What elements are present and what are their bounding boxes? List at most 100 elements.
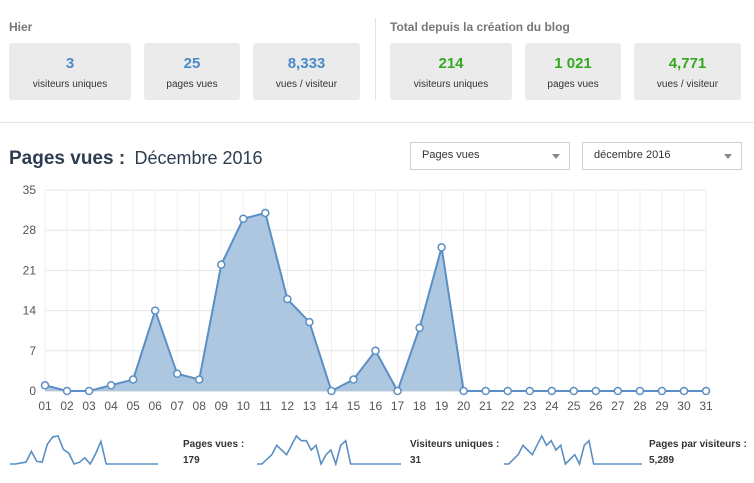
data-point (40, 381, 50, 390)
data-point (481, 386, 490, 396)
total-title: Total depuis la création du blog (390, 20, 570, 34)
data-point (106, 381, 116, 390)
data-point (305, 317, 314, 327)
sparkline-path (504, 434, 642, 466)
data-point (591, 386, 601, 396)
stat-label: pages vues (166, 79, 218, 90)
x-tick-label: 19 (435, 399, 449, 413)
data-point (62, 386, 72, 396)
x-tick-label: 20 (457, 399, 471, 413)
x-tick-label: 07 (171, 399, 185, 413)
section-divider (375, 18, 376, 100)
chart-period-title: Décembre 2016 (134, 148, 263, 168)
x-tick-label: 31 (699, 399, 713, 413)
x-tick-label: 18 (413, 399, 427, 413)
pages-per-visitor-sparkline (504, 434, 642, 466)
page-views-sparkline (10, 435, 158, 466)
data-points (40, 208, 711, 396)
chevron-down-icon (724, 154, 732, 159)
data-point (635, 386, 645, 396)
x-tick-label: 09 (215, 399, 229, 413)
data-point (261, 208, 270, 218)
stat-label: visiteurs uniques (32, 79, 108, 90)
data-point (657, 386, 667, 396)
data-point (194, 375, 204, 384)
data-point (459, 386, 468, 396)
data-point (239, 214, 248, 223)
metric-select[interactable]: Pages vues (410, 142, 570, 170)
summary-unique-visitors-label: Visiteurs uniques : (410, 439, 500, 450)
summary-page-views-label: Pages vues : (183, 439, 245, 450)
data-point (393, 386, 402, 396)
stat-value: 4,771 (668, 55, 707, 72)
x-tick-label: 23 (523, 399, 537, 413)
x-tick-label: 05 (126, 399, 140, 413)
x-tick-label: 13 (303, 399, 317, 413)
data-point (613, 386, 623, 396)
yesterday-unique-visitors-box: 3 visiteurs uniques (9, 43, 131, 100)
chart-metric-title: Pages vues : (9, 148, 126, 169)
x-tick-label: 11 (259, 399, 272, 413)
y-tick-label: 21 (23, 263, 37, 277)
data-point (701, 386, 711, 396)
stat-value: 1 021 (554, 55, 592, 72)
x-tick-label: 26 (589, 399, 603, 413)
data-point (283, 294, 292, 304)
summary-page-views-value: 179 (183, 455, 200, 466)
month-select-value: décembre 2016 (594, 149, 671, 161)
sparkline-path (257, 434, 401, 466)
y-tick-label: 14 (23, 304, 37, 318)
stat-label: visiteurs uniques (413, 79, 489, 90)
x-tick-label: 21 (479, 399, 493, 413)
x-tick-label: 02 (60, 399, 74, 413)
data-point (172, 369, 182, 379)
x-tick-label: 15 (347, 399, 361, 413)
y-tick-label: 7 (29, 344, 36, 358)
y-axis-ticks: 0 7 14 21 28 35 (23, 183, 37, 398)
yesterday-page-views-box: 25 pages vues (144, 43, 240, 100)
x-tick-label: 28 (633, 399, 647, 413)
stat-value: 25 (183, 55, 201, 72)
x-axis-ticks: 01 02 03 04 05 06 07 08 09 10 11 12 13 14 15 16 17 18 19 20… (38, 399, 713, 413)
data-point (371, 346, 380, 356)
data-point (349, 375, 358, 384)
horizontal-divider (0, 122, 754, 123)
x-tick-label: 03 (82, 399, 96, 413)
data-point (217, 260, 226, 269)
x-tick-label: 14 (325, 399, 339, 413)
x-tick-label: 17 (391, 399, 405, 413)
total-page-views-box: 1 021 pages vues (525, 43, 621, 100)
x-tick-label: 04 (104, 399, 118, 413)
stat-value: 214 (438, 55, 464, 72)
x-tick-label: 10 (237, 399, 251, 413)
y-tick-label: 35 (23, 183, 37, 197)
stat-value: 3 (65, 55, 75, 72)
stat-label: vues / visiteur (656, 79, 719, 90)
data-point (415, 323, 424, 333)
x-tick-label: 30 (677, 399, 691, 413)
yesterday-views-per-visitor-box: 8,333 vues / visiteur (253, 43, 360, 100)
stat-label: pages vues (547, 79, 599, 90)
data-point (569, 386, 579, 396)
summary-pages-per-visitor-value: 5,289 (649, 455, 675, 466)
stat-value: 8,333 (287, 55, 326, 72)
metric-select-value: Pages vues (422, 149, 480, 161)
data-point (547, 386, 557, 396)
total-unique-visitors-box: 214 visiteurs uniques (390, 43, 512, 100)
x-tick-label: 24 (545, 399, 559, 413)
x-tick-label: 29 (655, 399, 669, 413)
summary-unique-visitors-value: 31 (410, 455, 422, 466)
total-views-per-visitor-box: 4,771 vues / visiteur (634, 43, 741, 100)
y-tick-label: 0 (29, 384, 36, 398)
x-tick-label: 06 (148, 399, 162, 413)
x-tick-label: 22 (501, 399, 515, 413)
yesterday-title: Hier (9, 20, 33, 34)
x-tick-label: 01 (38, 399, 52, 413)
data-point (437, 243, 446, 252)
page-views-area (45, 212, 706, 391)
y-tick-label: 28 (23, 223, 37, 237)
x-tick-label: 27 (611, 399, 625, 413)
data-point (679, 386, 689, 396)
month-select[interactable]: décembre 2016 (582, 142, 742, 170)
stat-label: vues / visiteur (275, 79, 338, 90)
